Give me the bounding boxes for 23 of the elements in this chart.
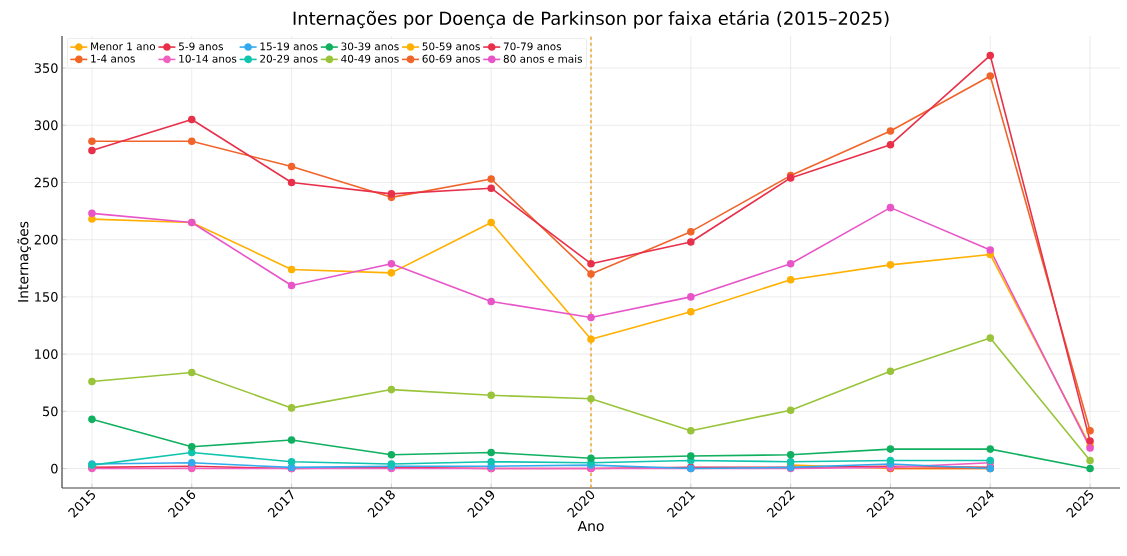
chart-title: Internações por Doença de Parkinson por faixa etária (2015–2025) bbox=[293, 10, 889, 29]
legend-label: Menor 1 ano bbox=[91, 42, 156, 51]
legend-label: 60-69 anos bbox=[422, 54, 480, 63]
x-axis-title: Ano bbox=[577, 520, 604, 532]
y-tick-label: 150 bbox=[35, 292, 58, 302]
legend-label: 40-49 anos bbox=[341, 54, 399, 63]
y-tick-label: 0 bbox=[51, 463, 58, 474]
y-axis-title: Internações bbox=[17, 221, 31, 302]
legend-label: 10-14 anos bbox=[179, 54, 237, 63]
y-tick-label: 50 bbox=[43, 406, 58, 417]
y-tick-label: 350 bbox=[34, 63, 58, 73]
legend-label: 50-59 anos bbox=[422, 42, 480, 51]
legend-label: 80 anos e mais bbox=[503, 54, 583, 63]
legend-label: 1-4 anos bbox=[91, 54, 135, 63]
y-tick-label: 300 bbox=[34, 120, 58, 131]
legend-label: 30-39 anos bbox=[341, 42, 399, 51]
legend-label: 5-9 anos bbox=[179, 42, 223, 51]
y-tick-label: 200 bbox=[34, 234, 58, 245]
legend-label: 15-19 anos bbox=[260, 42, 318, 51]
legend-label: 20-29 anos bbox=[260, 54, 318, 63]
y-tick-label: 250 bbox=[34, 177, 58, 188]
y-tick-label: 100 bbox=[35, 349, 58, 360]
legend-label: 70-79 anos bbox=[503, 42, 562, 51]
